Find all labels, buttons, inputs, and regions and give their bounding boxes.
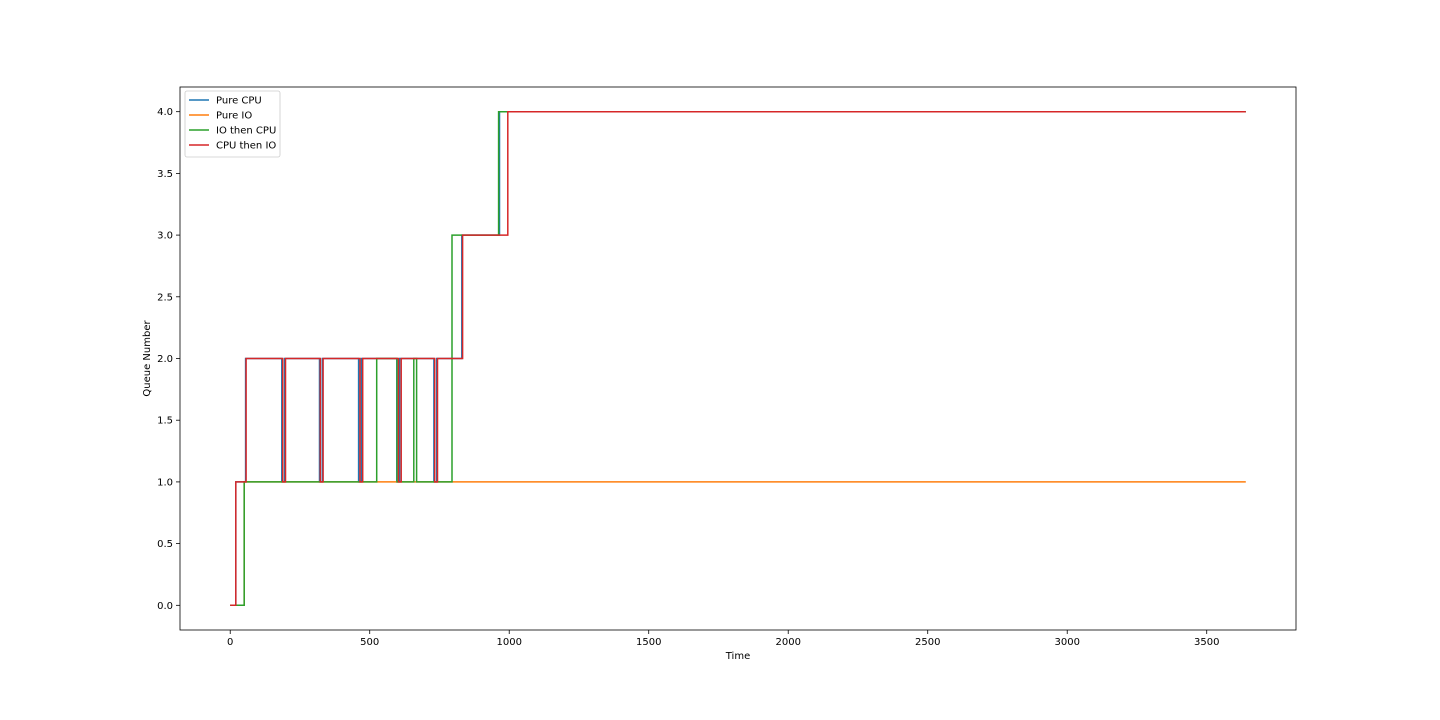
legend-label: CPU then IO <box>216 141 276 152</box>
y-tick-label: 0.0 <box>157 601 173 612</box>
series-layer <box>230 110 1246 607</box>
x-tick-label: 3500 <box>1194 637 1219 648</box>
y-tick-label: 0.5 <box>157 539 173 550</box>
y-tick-label: 4.0 <box>157 107 173 118</box>
legend-box <box>184 90 281 158</box>
y-tick-label: 3.0 <box>157 231 173 242</box>
legend-label: Pure IO <box>216 111 252 122</box>
legend-label: Pure CPU <box>216 96 262 107</box>
x-tick-label: 3000 <box>1054 637 1079 648</box>
y-axis: 0.0 0.5 1.0 1.5 2.0 2.5 3.0 3.5 4.0 <box>157 107 180 612</box>
x-tick-label: 500 <box>360 637 379 648</box>
y-tick-label: 1.5 <box>157 416 173 427</box>
x-axis-label: Time <box>725 651 750 662</box>
y-tick-label: 2.5 <box>157 292 173 303</box>
y-tick-label: 3.5 <box>157 169 173 180</box>
x-axis: 0 500 1000 1500 2000 2500 3000 3500 <box>227 630 1219 648</box>
x-tick-label: 0 <box>227 637 233 648</box>
y-axis-label: Queue Number <box>142 320 153 397</box>
y-tick-label: 1.0 <box>157 477 173 488</box>
x-tick-label: 2500 <box>915 637 940 648</box>
series-line-pure-io <box>230 481 1246 607</box>
plot-frame <box>179 86 1297 631</box>
x-tick-label: 2000 <box>775 637 800 648</box>
x-tick-label: 1500 <box>636 637 661 648</box>
legend-label: IO then CPU <box>216 126 276 137</box>
series-line-cpu-then-io <box>230 110 1246 607</box>
y-tick-label: 2.0 <box>157 354 173 365</box>
x-tick-label: 1000 <box>496 637 521 648</box>
legend: Pure CPU Pure IO IO then CPU CPU then IO <box>184 90 281 158</box>
